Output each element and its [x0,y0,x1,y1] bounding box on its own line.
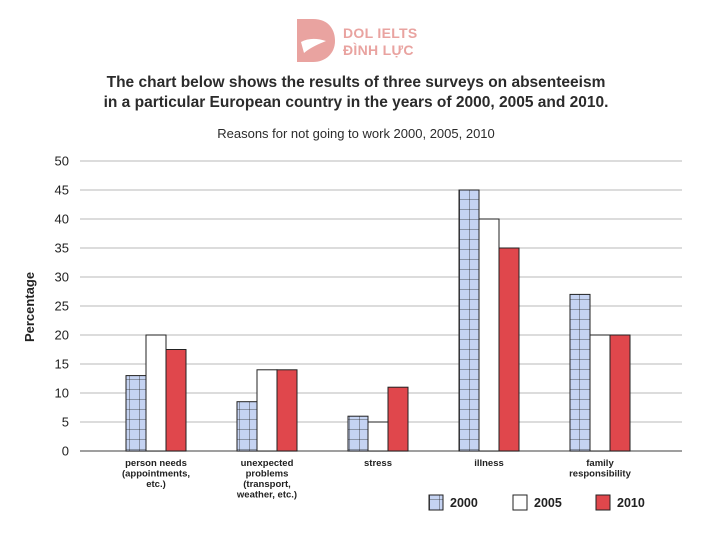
y-tick-label: 25 [55,299,69,314]
brand-logo: DOL IELTS ĐÌNH LỰC [293,16,433,64]
heading-line-1: The chart below shows the results of thr… [106,74,606,91]
legend-label-2005: 2005 [534,496,562,510]
y-tick-label: 45 [55,183,69,198]
y-tick-label: 20 [55,328,69,343]
y-tick-label: 15 [55,357,69,372]
bar-2000-2 [347,415,369,452]
legend-swatch-2000 [428,494,444,511]
x-tick-label: family responsibility [569,458,631,480]
page-heading: The chart below shows the results of thr… [0,73,712,113]
bar-2005-2 [367,421,389,452]
bar-2005-1 [256,369,278,452]
legend-label-2000: 2000 [450,496,478,510]
bar-2000-1 [236,401,258,452]
x-tick-label: stress [364,458,392,469]
x-tick-label: unexpected problems (transport, weather, et… [236,458,297,501]
bar-2005-0 [145,334,167,452]
legend-swatch-2005 [512,494,528,511]
legend-label-2010: 2010 [617,496,645,510]
bars [125,189,631,452]
bar-2005-4 [589,334,611,452]
y-axis-ticks: 0 5 10 15 20 25 30 35 40 45 50 [55,154,69,459]
y-tick-label: 50 [55,154,69,169]
y-tick-label: 10 [55,386,69,401]
bar-2000-4 [569,293,591,452]
y-tick-label: 35 [55,241,69,256]
bar-2010-4 [609,334,631,452]
legend: 2000 2005 2010 [428,494,645,511]
bar-2010-0 [165,349,187,452]
bar-2000-0 [125,375,147,452]
legend-swatch-2010 [595,494,611,511]
dol-logo-icon [297,19,335,62]
bar-2010-3 [498,247,520,452]
x-tick-label: person needs (appointments, etc.) [122,458,190,490]
bar-2005-3 [478,218,500,452]
brand-line-2: ĐÌNH LỰC [343,42,414,58]
heading-line-2: in a particular European country in the … [103,94,609,111]
brand-line-1: DOL IELTS [343,25,418,41]
y-axis-label: Percentage [22,272,37,342]
bar-2010-1 [276,369,298,452]
chart-title: Reasons for not going to work 2000, 2005… [217,126,495,141]
y-tick-label: 5 [62,415,69,430]
bar-2000-3 [458,189,480,452]
y-tick-label: 0 [62,444,69,459]
x-axis-labels: person needs (appointments, etc.) unexpecte… [122,458,632,501]
y-tick-label: 30 [55,270,69,285]
y-tick-label: 40 [55,212,69,227]
x-tick-label: illness [474,458,504,469]
bar-2010-2 [387,386,409,452]
